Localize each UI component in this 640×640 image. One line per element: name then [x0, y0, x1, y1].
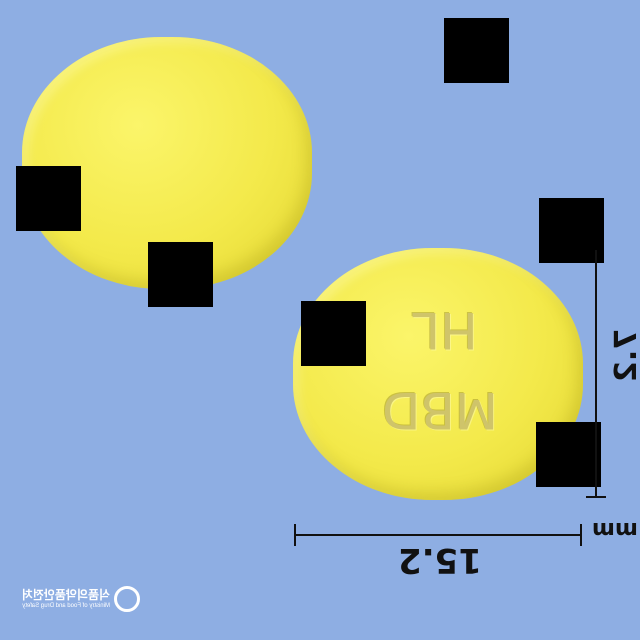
height-label: 7.2 — [609, 328, 640, 383]
redaction-block — [16, 166, 81, 231]
logo-text: 식품의약품안전처 Ministry of Food and Drug Safet… — [22, 588, 110, 610]
height-dimension-tick-bottom — [586, 496, 606, 498]
redaction-block — [536, 422, 601, 487]
tablet-front-view — [293, 248, 583, 500]
width-dimension-tick-left — [294, 524, 296, 546]
imprint-line-2: MBD — [382, 381, 498, 439]
imprint-line-1: HL — [412, 301, 478, 359]
redaction-block — [539, 198, 604, 263]
unit-label: mm — [592, 517, 638, 542]
mfds-logo: 식품의약품안전처 Ministry of Food and Drug Safet… — [10, 578, 140, 620]
width-label: 15.2 — [398, 540, 482, 580]
width-dimension-line — [294, 534, 582, 536]
logo-korean-text: 식품의약품안전처 — [21, 588, 110, 603]
height-dimension-line — [595, 250, 597, 498]
redaction-block — [301, 301, 366, 366]
mfds-emblem-icon — [114, 586, 140, 612]
redaction-block — [148, 242, 213, 307]
redaction-block — [444, 18, 509, 83]
logo-english-text: Ministry of Food and Drug Safety — [22, 602, 110, 609]
width-dimension-tick-right — [580, 524, 582, 546]
